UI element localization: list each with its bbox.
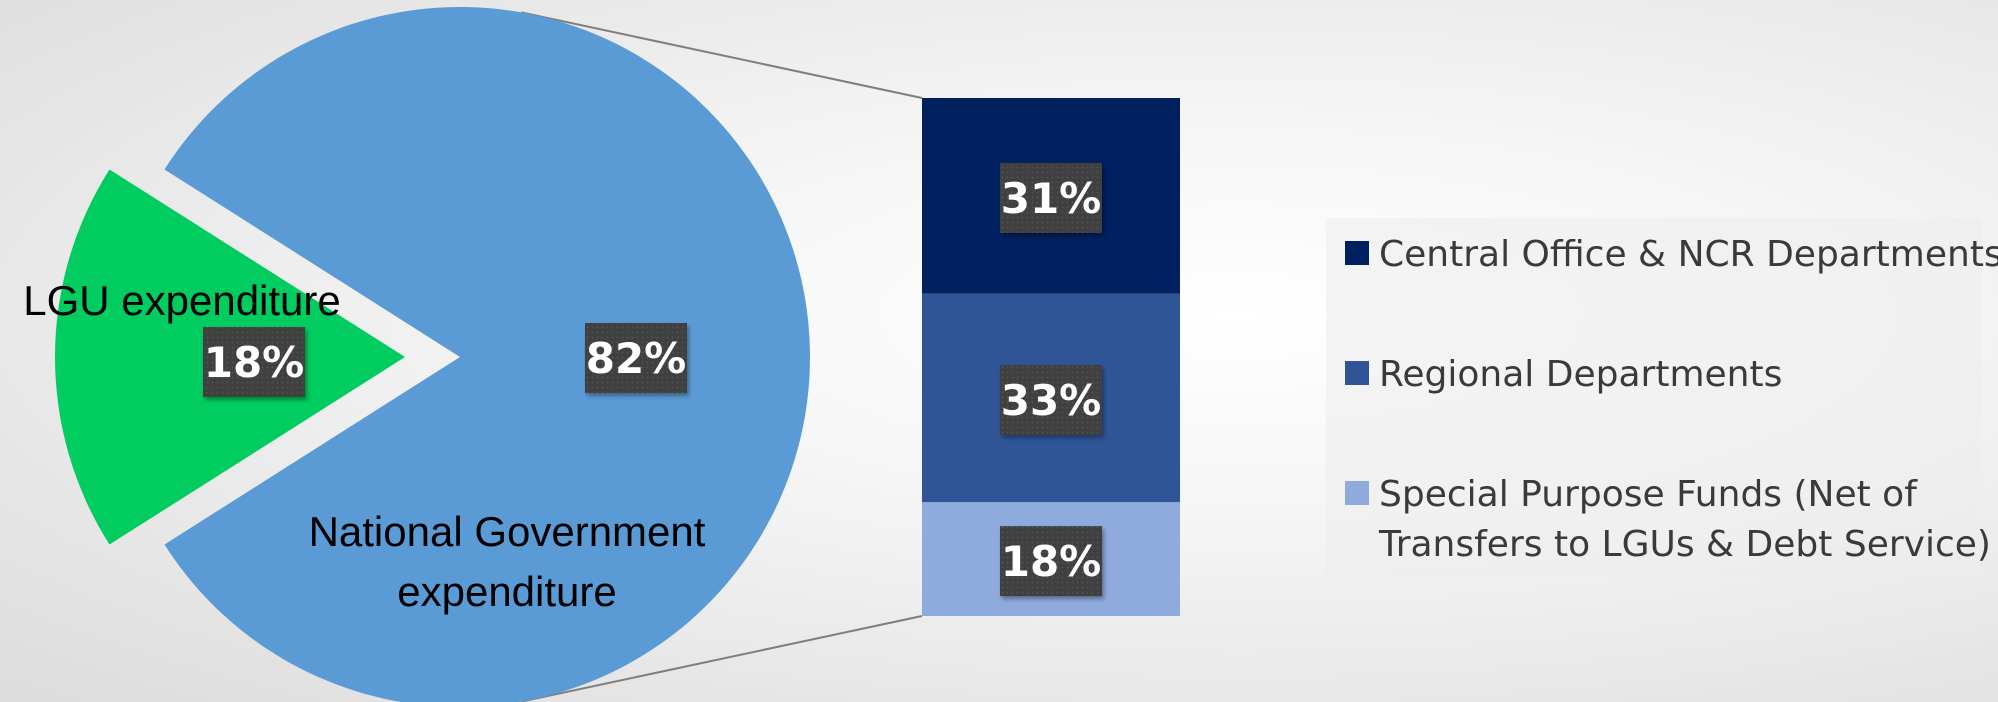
- pie-category-label-lgu-expenditure: LGU expenditure: [23, 277, 341, 324]
- connector-lines: [521, 11, 923, 702]
- legend-swatch-special-purpose-funds-net-of-transfers-to-lgus-debt-service: [1345, 481, 1369, 505]
- legend-label-regional-departments: Regional Departments: [1379, 354, 1782, 395]
- legend-label-special-purpose-funds-net-of-transfers-to-lgus-debt-service: Special Purpose Funds (Net of Transfers t…: [1378, 474, 1991, 565]
- connector-line-top: [521, 11, 923, 99]
- bar-value-label-central-office-ncr-departments-box: [1000, 162, 1102, 233]
- connector-line-bottom: [521, 615, 923, 702]
- bar-value-label-regional-departments: 33%: [1001, 376, 1102, 425]
- breakdown-bar: [922, 98, 1180, 616]
- legend-label-central-office-ncr-departments: Central Office & NCR Departments: [1379, 234, 1998, 275]
- bar-value-label-central-office-ncr-departments: 31%: [1001, 174, 1102, 223]
- pie-value-label-national-government-expenditure-box: [585, 323, 687, 393]
- bar-value-label-special-purpose-funds-net-of-transfers-to-lgus-debt-service: 18%: [1001, 537, 1102, 586]
- legend: Central Office & NCR Departments Regional…: [1326, 218, 1998, 576]
- pie-value-label-national-government-expenditure: 82%: [586, 334, 687, 383]
- pie-value-label-lgu-expenditure-box: [203, 327, 305, 397]
- pie-category-label-national-government-expenditure: National Government expenditure: [309, 508, 706, 615]
- legend-background: [1326, 218, 1982, 576]
- pie-value-label-lgu-expenditure: 18%: [204, 338, 305, 387]
- bar-value-label-special-purpose-funds-net-of-transfers-to-lgus-debt-service-box: [1000, 526, 1102, 597]
- data-labels: 18% 82% LGU expenditure National Government…: [23, 162, 1102, 615]
- legend-swatch-regional-departments: [1345, 361, 1369, 385]
- bar-value-label-regional-departments-box: [1000, 365, 1102, 436]
- pie-slice-national-government-expenditure: [164, 7, 811, 702]
- legend-swatch-central-office-ncr-departments: [1345, 241, 1369, 265]
